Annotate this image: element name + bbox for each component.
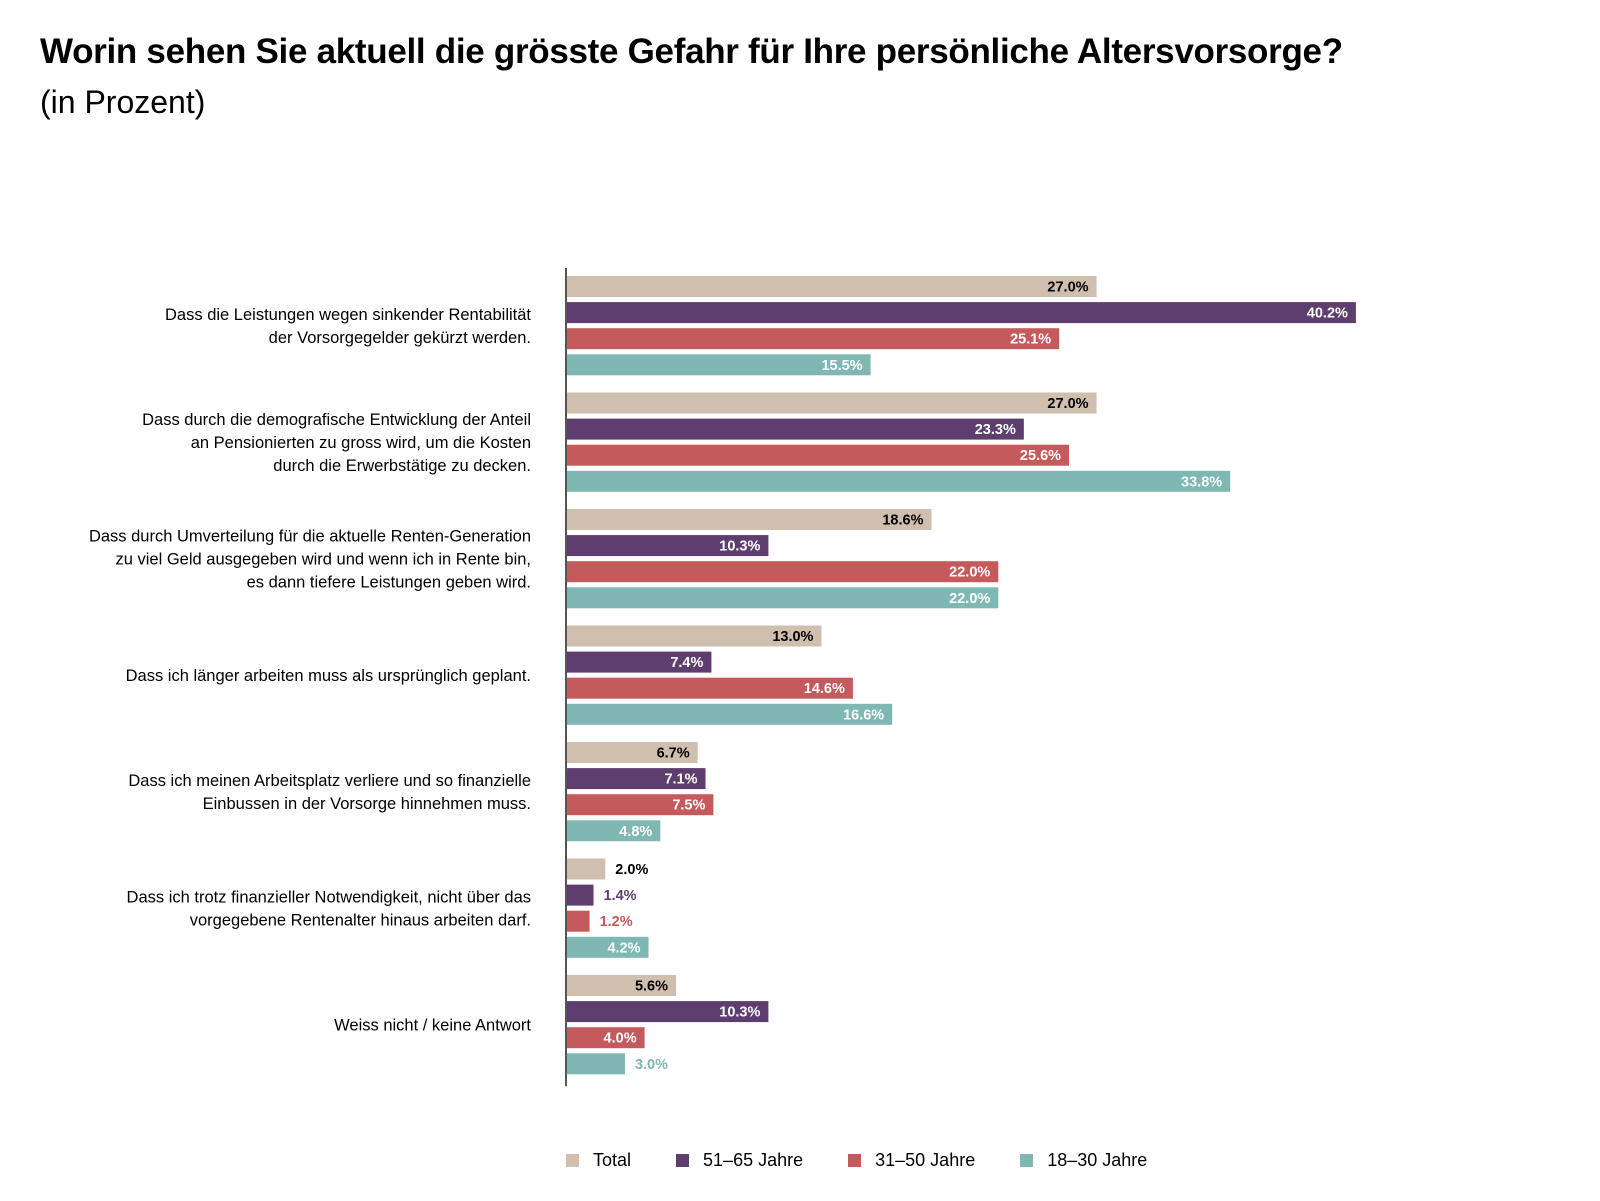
bar-31-50-jahre-6 [566,910,590,932]
bar-31-50-jahre-5 [566,794,714,816]
legend-item-total: Total [566,1150,631,1171]
value-label-18-30-jahre-4: 16.6% [843,707,884,723]
bar-total-2 [566,392,1097,414]
legend-item-18-30: 18–30 Jahre [1020,1150,1147,1171]
legend-item-31-50: 31–50 Jahre [848,1150,975,1171]
bar-total-4 [566,625,822,647]
category-label-line: Weiss nicht / keine Antwort [334,1017,531,1035]
value-label-31-50-jahre-5: 7.5% [672,798,705,814]
value-label-18-30-jahre-7: 3.0% [635,1057,668,1073]
value-label-31-50-jahre-3: 22.0% [949,565,990,581]
value-label-51-65-jahre-7: 10.3% [719,1005,760,1021]
chart-subtitle: (in Prozent) [40,84,206,120]
bar-31-50-jahre-4 [566,677,853,699]
category-label-line: es dann tiefere Leistungen geben wird. [247,574,531,592]
bar-18-30-jahre-6 [566,936,649,958]
bar-51-65-jahre-2 [566,418,1024,440]
legend-swatch-31-50 [848,1154,862,1167]
value-label-18-30-jahre-5: 4.8% [619,824,652,840]
category-label-2: Dass durch die demografische Entwicklung… [142,411,531,475]
bar-18-30-jahre-3 [566,587,999,609]
value-label-51-65-jahre-6: 1.4% [604,888,637,904]
legend-label-18-30: 18–30 Jahre [1047,1150,1148,1170]
bar-18-30-jahre-7 [566,1053,625,1075]
legend: Total 51–65 Jahre 31–50 Jahre 18–30 Jahr… [566,1150,1192,1171]
value-label-18-30-jahre-3: 22.0% [949,591,990,607]
value-label-51-65-jahre-3: 10.3% [719,539,760,555]
bar-18-30-jahre-2 [566,470,1231,492]
value-label-51-65-jahre-1: 40.2% [1307,306,1348,322]
category-label-7: Weiss nicht / keine Antwort [334,1017,531,1035]
legend-label-total: Total [593,1150,632,1170]
bar-total-7 [566,975,677,996]
value-label-total-6: 2.0% [615,862,648,878]
bar-total-3 [566,509,932,530]
value-label-31-50-jahre-2: 25.6% [1020,448,1061,464]
value-label-total-4: 13.0% [772,629,813,645]
category-label-line: Dass ich trotz finanzieller Notwendigkei… [127,889,531,907]
value-label-31-50-jahre-7: 4.0% [604,1031,637,1047]
value-label-31-50-jahre-6: 1.2% [600,914,633,930]
category-label-line: Dass ich meinen Arbeitsplatz verliere un… [128,772,531,790]
bar-51-65-jahre-7 [566,1001,769,1023]
value-label-total-2: 27.0% [1047,396,1088,412]
legend-label-31-50: 31–50 Jahre [875,1150,976,1170]
bar-31-50-jahre-7 [566,1027,645,1049]
category-label-line: Dass durch Umverteilung für die aktuelle… [89,528,531,546]
category-label-line: an Pensionierten zu gross wird, um die K… [191,434,531,452]
value-label-31-50-jahre-1: 25.1% [1010,332,1051,348]
value-label-total-1: 27.0% [1047,280,1088,296]
legend-item-51-65: 51–65 Jahre [676,1150,803,1171]
bar-total-1 [566,276,1097,297]
value-label-18-30-jahre-2: 33.8% [1181,474,1222,490]
bar-total-6 [566,858,606,880]
legend-swatch-51-65 [676,1154,690,1167]
category-label-line: durch die Erwerbstätige zu decken. [273,457,531,475]
value-label-51-65-jahre-5: 7.1% [664,772,697,788]
bar-18-30-jahre-1 [566,354,871,376]
value-label-total-7: 5.6% [635,979,668,995]
value-labels: 27.0% 40.2% 25.1% 15.5% 27.0% 23.3%25.6% 33.8%… [600,280,1348,1073]
value-label-31-50-jahre-4: 14.6% [804,681,845,697]
bar-18-30-jahre-5 [566,820,661,842]
bar-31-50-jahre-3 [566,561,999,583]
category-label-line: Dass ich länger arbeiten muss als ursprü… [126,667,531,685]
category-label-3: Dass durch Umverteilung für die aktuelle… [89,528,531,592]
bar-51-65-jahre-6 [566,884,594,906]
bar-51-65-jahre-5 [566,768,706,790]
category-label-1: Dass die Leistungen wegen sinkender Rent… [165,306,531,347]
category-label-line: Einbussen in der Vorsorge hinnehmen muss… [203,795,531,813]
category-label-line: der Vorsorgegelder gekürzt werden. [269,329,531,347]
value-label-total-3: 18.6% [882,513,923,529]
bar-31-50-jahre-1 [566,328,1060,350]
bar-total-5 [566,742,698,763]
legend-swatch-total [566,1154,579,1167]
bar-18-30-jahre-4 [566,703,893,725]
chart-title: Worin sehen Sie aktuell die grösste Gefa… [40,32,1343,71]
bar-51-65-jahre-3 [566,535,769,557]
value-label-18-30-jahre-1: 15.5% [821,358,862,374]
category-label-line: Dass durch die demografische Entwicklung… [142,411,531,429]
category-label-4: Dass ich länger arbeiten muss als ursprü… [126,667,531,685]
category-label-line: zu viel Geld ausgegeben wird und wenn ic… [115,551,531,569]
category-label-6: Dass ich trotz finanzieller Notwendigkei… [127,889,531,930]
legend-swatch-18-30 [1020,1154,1034,1167]
legend-label-51-65: 51–65 Jahre [703,1150,804,1170]
category-label-line: vorgegebene Rentenalter hinaus arbeiten … [190,912,531,930]
bars [566,276,1356,1075]
bar-31-50-jahre-2 [566,444,1070,466]
category-label-line: Dass die Leistungen wegen sinkender Rent… [165,306,531,324]
value-label-51-65-jahre-2: 23.3% [975,422,1016,438]
value-label-51-65-jahre-4: 7.4% [670,655,703,671]
bar-51-65-jahre-4 [566,651,712,673]
category-labels: Dass die Leistungen wegen sinkender Rent… [89,306,531,1035]
value-label-total-5: 6.7% [657,746,690,762]
value-label-18-30-jahre-6: 4.2% [607,940,640,956]
bar-51-65-jahre-1 [566,302,1356,324]
category-label-5: Dass ich meinen Arbeitsplatz verliere un… [128,772,531,813]
